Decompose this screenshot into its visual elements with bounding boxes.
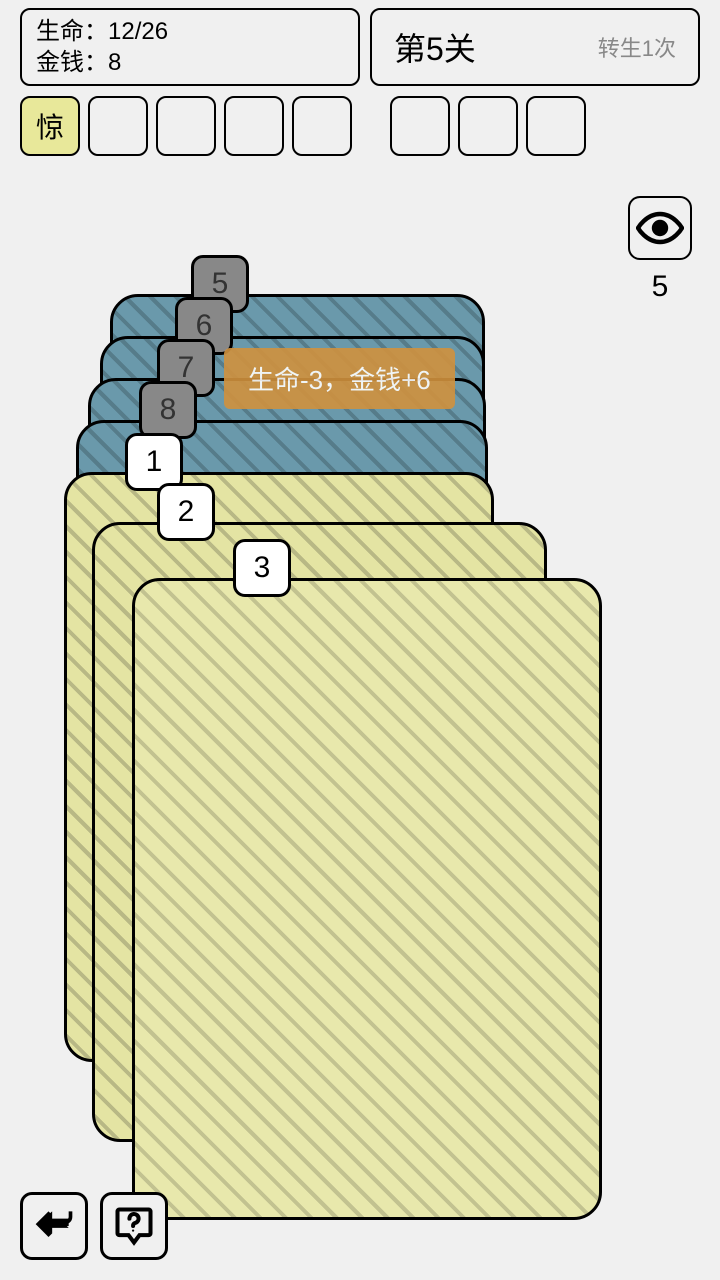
slot-2[interactable] (156, 96, 216, 156)
life-label: 生命： (36, 18, 108, 45)
card-3[interactable]: 3 (132, 578, 602, 1220)
slot-1[interactable] (88, 96, 148, 156)
stats-box: 生命：12/26 金钱：8 (20, 8, 360, 86)
slot-7[interactable] (526, 96, 586, 156)
slot-6[interactable] (458, 96, 518, 156)
back-icon (32, 1204, 76, 1248)
back-button[interactable] (20, 1192, 88, 1260)
slot-4[interactable] (292, 96, 352, 156)
rebirth-label: 转生1次 (598, 31, 676, 63)
slot-3[interactable] (224, 96, 284, 156)
help-icon (112, 1204, 156, 1248)
level-box: 第5关 转生1次 (370, 8, 700, 86)
slot-5[interactable] (390, 96, 450, 156)
card-tab-8[interactable]: 8 (139, 381, 197, 439)
slot-0[interactable]: 惊 (20, 96, 80, 156)
eye-icon (636, 204, 684, 252)
toast-message: 生命-3，金钱+6 (224, 348, 455, 409)
slots-row: 惊 (0, 86, 720, 156)
level-label: 第5关 (394, 24, 476, 70)
card-tab-3[interactable]: 3 (233, 539, 291, 597)
card-tab-2[interactable]: 2 (157, 483, 215, 541)
help-button[interactable] (100, 1192, 168, 1260)
money-value: 8 (108, 49, 121, 76)
life-value: 12/26 (108, 18, 168, 45)
money-label: 金钱： (36, 49, 108, 76)
